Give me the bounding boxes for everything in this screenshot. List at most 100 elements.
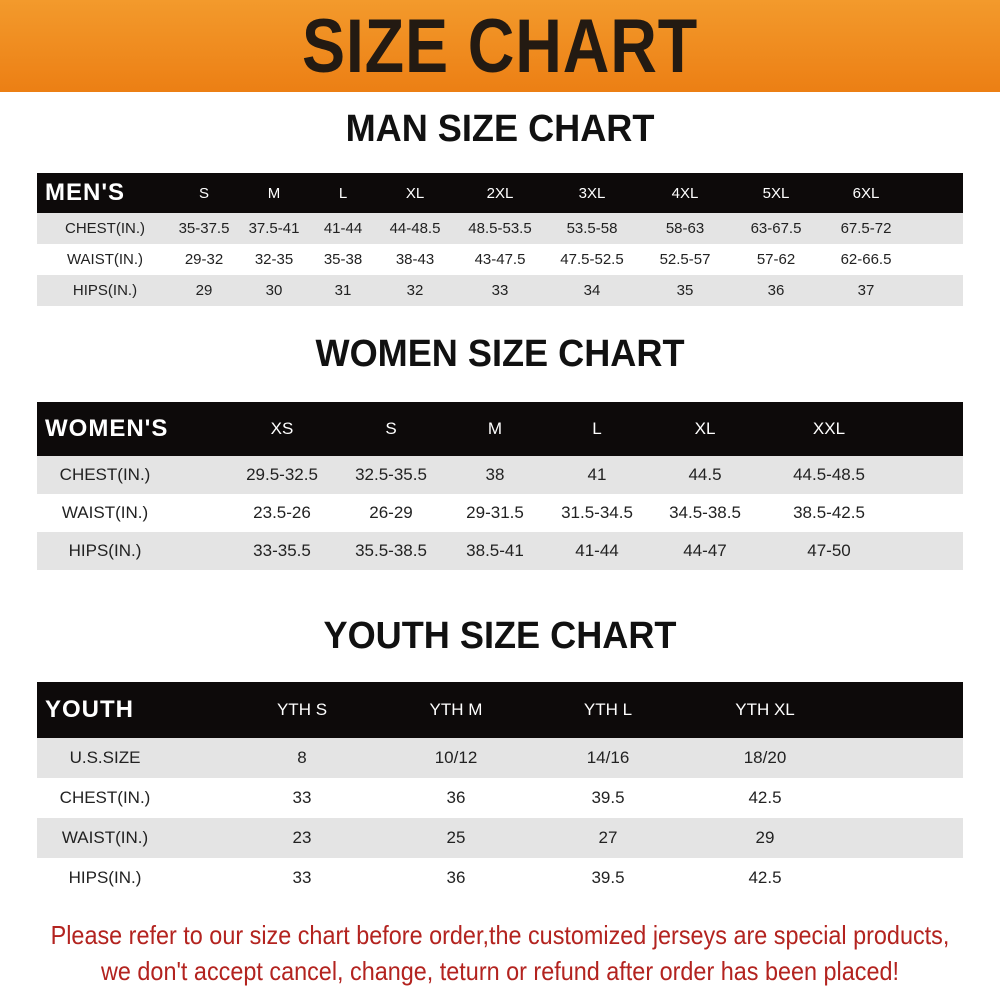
table-cell: 34.5-38.5 [669,503,741,522]
youth-section-title: YOUTH SIZE CHART [323,615,677,657]
table-cell: 36 [446,788,466,807]
table-cell: 44-47 [683,541,727,560]
table-cell: 41-44 [323,220,363,237]
table-row: WAIST(IN.) 29-32 32-35 35-38 38-43 43-47.5 47.… [37,244,963,275]
row-label: HIPS(IN.) [68,541,142,560]
table-cell: 53.5-58 [566,220,618,237]
row-label: WAIST(IN.) [61,503,149,522]
table-cell: 33-35.5 [253,541,311,560]
size-column-header: YTH L [583,700,633,719]
table-cell: 37.5-41 [248,220,300,237]
row-label: CHEST(IN.) [59,788,151,807]
table-cell: 42.5 [748,788,782,807]
table-cell: 29 [195,282,213,299]
table-cell: 29-32 [184,251,224,268]
row-label: CHEST(IN.) [65,220,145,237]
table-cell: 30 [265,282,283,299]
table-cell: 31 [334,282,352,299]
table-cell: 10/12 [434,748,478,767]
table-cell: 33 [292,788,312,807]
table-row: HIPS(IN.) 33-35.5 35.5-38.5 38.5-41 41-44 44-… [37,532,963,570]
table-cell: 29 [755,828,775,847]
table-cell: 47.5-52.5 [560,251,624,268]
size-column-header: S [198,184,210,202]
table-cell: 32-35 [254,251,294,268]
table-cell: 44.5 [688,465,722,484]
table-row: CHEST(IN.) 33 36 39.5 42.5 [37,778,963,818]
table-cell: 32 [406,282,424,299]
table-cell: 27 [598,828,618,847]
size-column-header: M [487,419,503,438]
table-cell: 36 [767,282,785,299]
table-cell: 35.5-38.5 [355,541,427,560]
table-cell: 35-38 [323,251,363,268]
table-corner-label: YOUTH [45,696,134,723]
table-row: CHEST(IN.) 29.5-32.5 32.5-35.5 38 41 44.5 44.5… [37,456,963,494]
table-row: WAIST(IN.) 23 25 27 29 [37,818,963,858]
table-cell: 34 [583,282,601,299]
youth-size-table: YOUTH YTH S YTH M YTH L YTH XL U.S.SIZE 8 10/12… [37,682,963,898]
women-size-table: WOMEN'S XS S M L XL XXL CHEST(IN.) 29.5-32.5 32.5… [37,402,963,570]
table-cell: 8 [297,748,307,767]
size-column-header: L [592,419,602,438]
table-cell: 26-29 [369,503,413,522]
size-column-header: L [338,184,348,202]
size-column-header: 5XL [762,184,790,202]
table-cell: 32.5-35.5 [355,465,427,484]
table-cell: 41-44 [575,541,619,560]
table-cell: 44.5-48.5 [793,465,865,484]
size-column-header: M [267,184,281,202]
table-row: U.S.SIZE 8 10/12 14/16 18/20 [37,738,963,778]
size-chart-banner: SIZE CHART [0,0,1000,92]
header-row: MEN'S S M L XL 2XL 3XL 4XL 5XL 6XL [37,173,963,213]
women-section-title: WOMEN SIZE CHART [315,333,685,375]
footer-notice-line-1: Please refer to our size chart before or… [50,920,950,950]
table-cell: 38-43 [395,251,435,268]
table-cell: 43-47.5 [474,251,526,268]
table-cell: 63-67.5 [750,220,802,237]
size-column-header: S [385,419,397,438]
men-section-title: MAN SIZE CHART [345,108,655,150]
size-column-header: XL [405,184,425,202]
row-label: WAIST(IN.) [66,251,144,268]
table-row: HIPS(IN.) 33 36 39.5 42.5 [37,858,963,898]
table-cell: 67.5-72 [840,220,892,237]
table-cell: 42.5 [748,868,782,887]
table-cell: 38.5-41 [466,541,524,560]
table-cell: 29.5-32.5 [246,465,318,484]
table-cell: 52.5-57 [659,251,711,268]
table-cell: 57-62 [756,251,796,268]
table-cell: 18/20 [743,748,787,767]
table-cell: 14/16 [586,748,630,767]
table-cell: 62-66.5 [840,251,892,268]
table-cell: 36 [446,868,466,887]
table-row: CHEST(IN.) 35-37.5 37.5-41 41-44 44-48.5 48.5… [37,213,963,244]
table-cell: 44-48.5 [389,220,441,237]
table-cell: 31.5-34.5 [561,503,633,522]
table-cell: 35 [676,282,694,299]
size-column-header: 2XL [486,184,514,202]
size-column-header: YTH M [429,700,483,719]
table-cell: 33 [292,868,312,887]
header-row: WOMEN'S XS S M L XL XXL [37,402,963,456]
table-cell: 33 [491,282,509,299]
row-label: CHEST(IN.) [59,465,151,484]
table-cell: 35-37.5 [178,220,230,237]
size-column-header: 6XL [852,184,880,202]
table-cell: 23 [292,828,312,847]
row-label: HIPS(IN.) [68,868,142,887]
size-column-header: YTH XL [735,700,795,719]
table-row: HIPS(IN.) 29 30 31 32 33 34 35 36 37 [37,275,963,306]
row-label: HIPS(IN.) [72,282,138,299]
row-label: U.S.SIZE [69,748,141,767]
table-cell: 38 [485,465,505,484]
table-cell: 39.5 [591,788,625,807]
men-size-table: MEN'S S M L XL 2XL 3XL 4XL 5XL 6XL CHEST(IN.) 35-37… [37,173,963,306]
size-column-header: 4XL [671,184,699,202]
header-row: YOUTH YTH S YTH M YTH L YTH XL [37,682,963,738]
banner-title: SIZE CHART [301,3,699,89]
table-cell: 39.5 [591,868,625,887]
table-cell: 58-63 [665,220,705,237]
table-corner-label: WOMEN'S [45,415,169,442]
table-cell: 29-31.5 [466,503,524,522]
